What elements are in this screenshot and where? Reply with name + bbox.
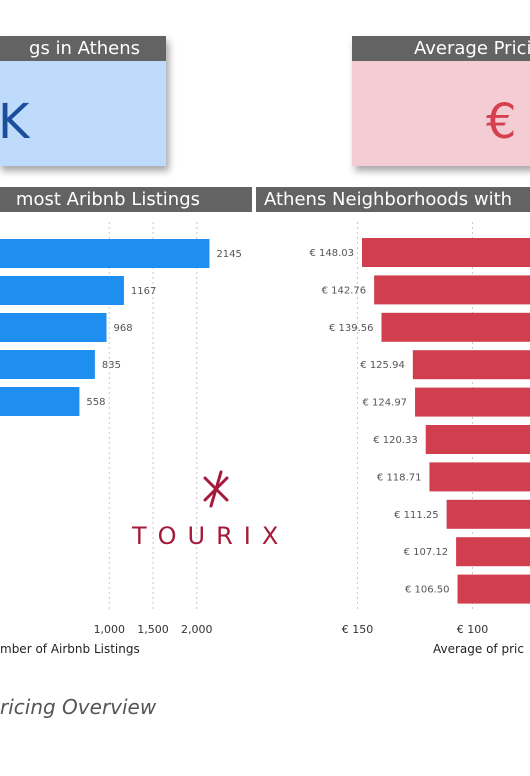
price-bar xyxy=(374,275,530,305)
price-bar xyxy=(362,238,530,267)
listings-bar-label: 2145 xyxy=(216,249,241,260)
listings-bar xyxy=(0,313,107,342)
price-bar-label: € 107.12 xyxy=(404,547,449,558)
price-bar xyxy=(456,537,530,567)
price-bar-label: € 148.03 xyxy=(309,248,354,259)
price-bar xyxy=(425,425,530,454)
price-bar-label: € 125.94 xyxy=(360,360,405,371)
price-bar xyxy=(381,312,530,342)
price-bar-label: € 142.76 xyxy=(322,285,367,296)
price-bar-label: € 139.56 xyxy=(329,323,374,334)
price-bar-label: € 120.33 xyxy=(373,435,418,446)
listings-bar-label: 558 xyxy=(86,397,105,408)
price-bar xyxy=(415,387,530,417)
listings-bar xyxy=(0,350,95,379)
tourix-logo-mark-icon xyxy=(196,470,236,512)
tourix-logo-text: TOURIX xyxy=(132,522,290,550)
listings-bar-label: 968 xyxy=(114,323,133,334)
charts-canvas: 1,000 1,500 2,000 2145 1167 968 835 558 mber of … xyxy=(0,222,530,656)
kpi-value-pricing: € xyxy=(486,94,517,150)
listings-bar xyxy=(0,239,210,268)
price-bar-label: € 111.25 xyxy=(394,510,439,521)
kpi-card-listings: gs in Athens K xyxy=(0,36,166,166)
report-footer-title: ricing Overview xyxy=(0,695,157,719)
price-bar-label: € 118.71 xyxy=(377,472,422,483)
listings-tick-label: 2,000 xyxy=(181,623,213,636)
listings-tick-label: 1,500 xyxy=(137,623,169,636)
price-tick-label: € 100 xyxy=(457,623,489,636)
listings-bar xyxy=(0,387,80,416)
price-axis-title: Average of pric xyxy=(433,642,524,656)
chart-header-pricing: Athens Neighborhoods with xyxy=(256,187,530,212)
listings-bar-label: 1167 xyxy=(131,286,156,297)
chart-header-listings: most Aribnb Listings xyxy=(0,187,252,212)
price-bar xyxy=(446,499,530,529)
price-tick-label: € 150 xyxy=(342,623,374,636)
listings-bar-label: 835 xyxy=(102,360,121,371)
price-bar xyxy=(457,574,530,604)
listings-axis-title: mber of Airbnb Listings xyxy=(0,642,140,656)
price-bar-label: € 124.97 xyxy=(363,398,408,409)
kpi-card-pricing: Average Prici € xyxy=(352,36,530,166)
kpi-header-pricing: Average Prici xyxy=(352,36,530,61)
price-bar-label: € 106.50 xyxy=(405,585,450,596)
kpi-header-listings: gs in Athens xyxy=(0,36,166,61)
price-bar xyxy=(429,462,530,492)
price-bar xyxy=(412,350,530,380)
kpi-value-listings: K xyxy=(0,94,30,150)
listings-tick-label: 1,000 xyxy=(94,623,126,636)
listings-bar xyxy=(0,276,124,305)
